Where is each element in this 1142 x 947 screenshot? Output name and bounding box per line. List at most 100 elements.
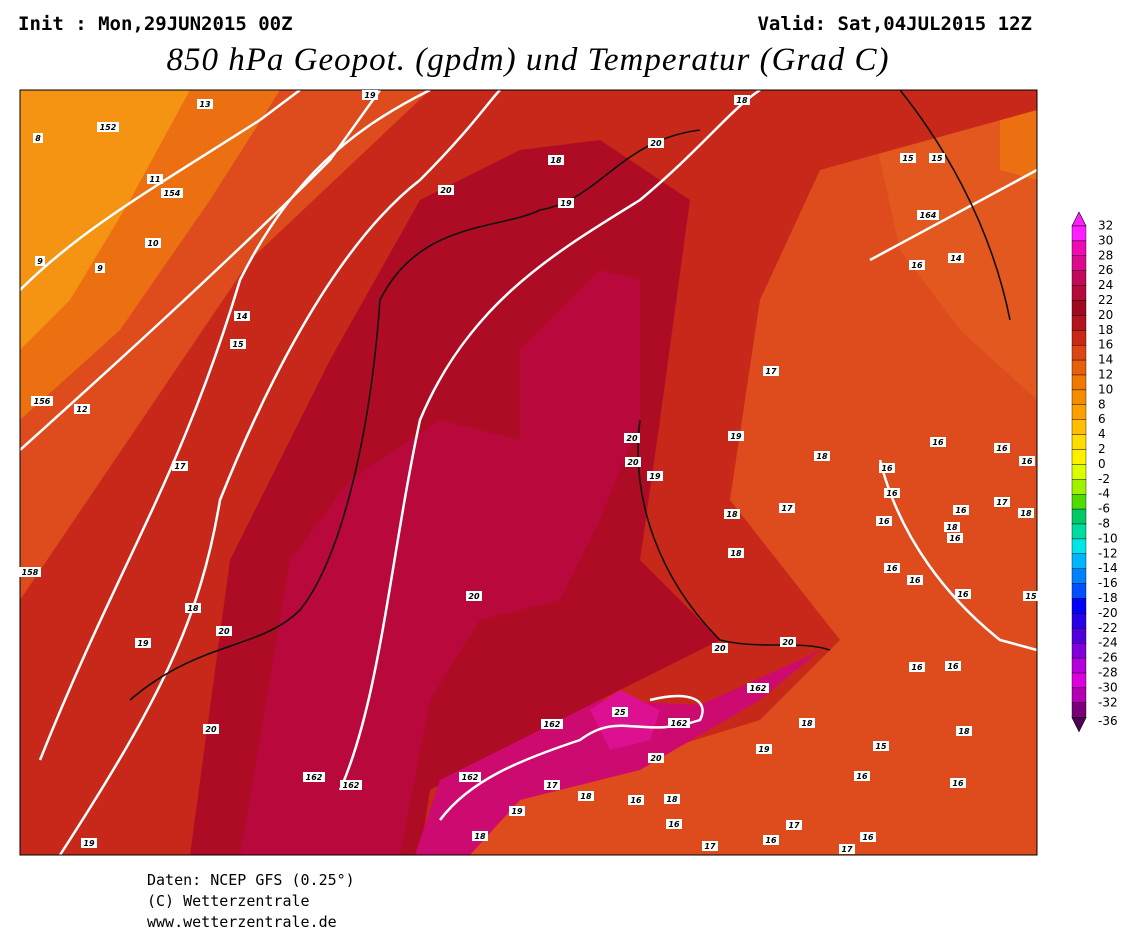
contour-label-box — [31, 396, 53, 406]
legend-swatch — [1071, 687, 1087, 704]
contour-label-box — [362, 90, 378, 100]
contour-label: 16 — [952, 779, 964, 788]
contour-label-box — [994, 497, 1010, 507]
contour-label-box — [1023, 591, 1039, 601]
contour-label: 16 — [911, 663, 923, 672]
contour-label-box — [216, 626, 232, 636]
legend-label: 8 — [1098, 397, 1106, 411]
contour-label: 16 — [765, 836, 777, 845]
legend-arrow-bottom — [1071, 717, 1087, 733]
contour-label: 162 — [544, 720, 561, 729]
legend-label: -28 — [1098, 666, 1118, 680]
contour-label: 162 — [750, 684, 767, 693]
contour-line — [869, 168, 1037, 262]
legend-swatch — [1071, 657, 1087, 674]
contour-label: 25 — [614, 708, 626, 717]
legend-label: 24 — [1098, 278, 1113, 292]
contour-label-box — [509, 806, 525, 816]
legend-label: -12 — [1098, 546, 1118, 560]
contour-label: 11 — [149, 175, 160, 184]
contour-line — [38, 90, 431, 761]
temp-area — [415, 650, 820, 855]
legend-swatch — [1071, 449, 1087, 465]
legend-swatch — [1071, 389, 1087, 405]
legend-swatch — [1071, 285, 1087, 301]
contour-label-box — [756, 744, 772, 754]
contour-label: 14 — [950, 254, 962, 263]
contour-label-box — [558, 198, 574, 208]
contour-label: 18 — [736, 96, 748, 105]
contour-label-box — [203, 724, 219, 734]
contour-label: 14 — [236, 312, 248, 321]
contour-label-box — [763, 835, 779, 845]
contour-label: 18 — [666, 795, 678, 804]
contour-label: 18 — [946, 523, 958, 532]
legend-swatch — [1071, 508, 1087, 525]
contour-label-box — [929, 153, 945, 163]
contour-label-box — [438, 185, 454, 195]
contour-label-box — [786, 820, 802, 830]
contour-label-box — [548, 155, 564, 165]
legend-swatch — [1071, 583, 1087, 599]
legend-label: -16 — [1098, 576, 1118, 590]
legend-label: -24 — [1098, 636, 1118, 650]
legend-label: -26 — [1098, 651, 1118, 665]
contour-label: 16 — [630, 796, 642, 805]
contour-label: 20 — [218, 627, 230, 636]
contour-label-box — [544, 780, 560, 790]
contour-label: 20 — [714, 644, 726, 653]
contour-line — [129, 129, 701, 701]
contour-label-box — [19, 567, 41, 577]
contour-label-box — [340, 780, 362, 790]
contour-label: 20 — [650, 754, 662, 763]
legend-swatch — [1071, 315, 1087, 331]
legend-swatch — [1071, 613, 1087, 629]
contour-label-box — [666, 819, 682, 829]
contour-label-box — [185, 603, 201, 613]
map-title: 850 hPa Geopot. (gpdm) und Temperatur (G… — [166, 42, 889, 78]
legend-swatch — [1071, 359, 1087, 376]
contour-label-box — [648, 138, 664, 148]
valid-time: Valid: Sat,04JUL2015 12Z — [757, 13, 1032, 35]
contour-label-box — [779, 503, 795, 513]
contour-label-box — [860, 832, 876, 842]
contour-label: 13 — [199, 100, 211, 109]
legend-swatch — [1071, 255, 1087, 271]
legend-swatch — [1071, 568, 1087, 584]
contour-label-box — [1019, 456, 1035, 466]
contour-label: 19 — [364, 91, 376, 100]
legend-label: -30 — [1098, 680, 1118, 694]
legend-swatch — [1071, 330, 1087, 346]
legend-label: -20 — [1098, 606, 1118, 620]
contour-label-box — [303, 772, 325, 782]
legend-swatch — [1071, 553, 1087, 569]
legend-label: -36 — [1098, 714, 1118, 728]
contour-label: 9 — [37, 257, 43, 266]
legend-swatch — [1071, 643, 1087, 659]
contour-label: 19 — [511, 807, 523, 816]
legend-label: -18 — [1098, 591, 1118, 605]
legend-label: 12 — [1098, 368, 1113, 382]
contour-label-box — [884, 563, 900, 573]
copyright: (C) Wetterzentrale — [147, 892, 310, 910]
contour-label-box — [81, 838, 97, 848]
contour-label-box — [624, 433, 640, 443]
legend-label: 16 — [1098, 338, 1113, 352]
contour-label: 8 — [35, 134, 41, 143]
legend-label: 6 — [1098, 412, 1106, 426]
legend-swatch — [1071, 523, 1087, 540]
contour-label-box — [578, 791, 594, 801]
contour-label: 154 — [164, 189, 181, 198]
contour-label-box — [873, 741, 889, 751]
contour-label-box — [839, 844, 855, 854]
legend-label: 2 — [1098, 442, 1106, 456]
contour-label: 9 — [97, 264, 103, 273]
legend-label: -2 — [1098, 472, 1110, 486]
contour-label-box — [900, 153, 916, 163]
contour-label: 18 — [958, 727, 970, 736]
contour-label: 162 — [462, 773, 479, 782]
contour-label: 16 — [856, 772, 868, 781]
contour-label-box — [917, 210, 939, 220]
legend-swatch — [1071, 494, 1087, 510]
